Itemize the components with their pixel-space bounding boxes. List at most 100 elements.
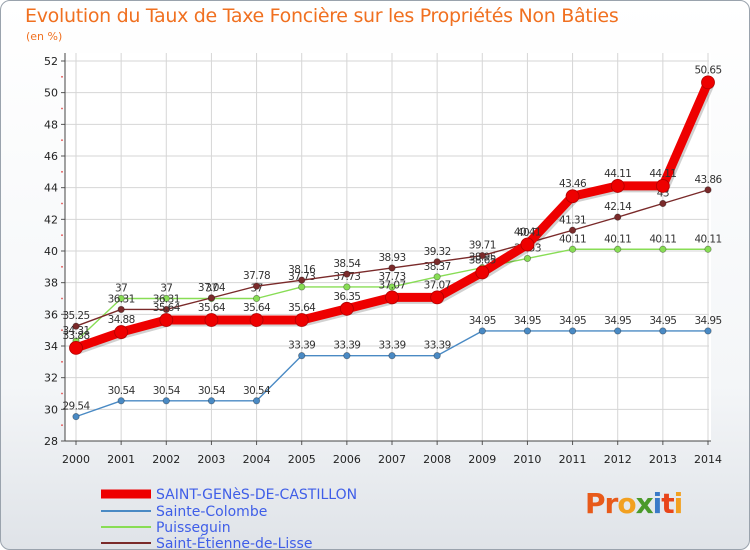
- data-label: 33.39: [288, 340, 315, 352]
- x-tick-label: 2014: [694, 453, 722, 466]
- data-label: 36.31: [153, 293, 180, 305]
- data-point: [294, 313, 309, 327]
- data-point: [117, 294, 125, 303]
- data-point: [655, 179, 670, 193]
- legend-label: Puisseguin: [156, 520, 231, 536]
- data-label: 44.11: [649, 168, 676, 180]
- data-label: 36.35: [333, 291, 360, 303]
- x-tick-label: 2007: [378, 453, 406, 466]
- data-label: 40.11: [649, 233, 676, 245]
- y-tick-label: 42: [44, 213, 58, 226]
- data-label: 37.07: [378, 279, 405, 291]
- y-tick-label: 38: [44, 277, 58, 290]
- data-label: 34.95: [469, 315, 496, 327]
- data-point: [162, 305, 170, 314]
- data-point: [252, 294, 261, 303]
- data-point: [117, 305, 125, 314]
- logo-letter: o: [617, 487, 636, 520]
- y-tick-label: 28: [44, 435, 58, 448]
- data-point: [207, 397, 216, 405]
- y-minor-tick: [61, 424, 63, 427]
- data-point: [343, 270, 351, 278]
- legend-label: SAINT-GENèS-DE-CASTILLON: [156, 487, 357, 503]
- y-tick-label: 52: [44, 55, 58, 68]
- data-point: [659, 327, 667, 335]
- data-label: 38.16: [288, 264, 316, 276]
- y-minor-tick: [61, 392, 63, 395]
- y-tick-label: 34: [44, 340, 58, 353]
- data-label: 33.39: [378, 340, 405, 352]
- data-point: [388, 264, 396, 272]
- data-point: [204, 313, 219, 327]
- data-label: 34.95: [649, 315, 676, 327]
- data-label: 34.31: [62, 325, 89, 337]
- proxiti-logo: Proxiti: [585, 487, 683, 520]
- data-label: 40.11: [604, 233, 631, 245]
- data-point: [523, 327, 532, 335]
- x-tick-label: 2001: [107, 453, 135, 466]
- data-point: [252, 397, 261, 405]
- y-tick-label: 50: [44, 87, 58, 100]
- data-label: 37: [115, 283, 127, 295]
- legend-label: Sainte-Colombe: [156, 504, 267, 520]
- data-point: [298, 352, 306, 360]
- data-label: 40.11: [694, 233, 721, 245]
- data-point: [343, 283, 351, 291]
- plot-area: [65, 53, 711, 441]
- data-point: [568, 245, 577, 253]
- data-label: 35.64: [243, 302, 271, 314]
- x-tick-label: 2005: [288, 453, 316, 466]
- y-tick-label: 36: [44, 308, 58, 321]
- data-label: 43.86: [694, 174, 722, 186]
- data-point: [704, 327, 712, 335]
- y-minor-tick: [61, 329, 63, 332]
- data-point: [614, 213, 622, 221]
- data-point: [475, 265, 490, 280]
- data-point: [659, 199, 667, 208]
- y-minor-tick: [61, 107, 63, 110]
- data-point: [69, 340, 83, 355]
- data-label: 33.39: [333, 340, 360, 352]
- y-minor-tick: [61, 297, 63, 300]
- data-label: 41.31: [559, 214, 586, 226]
- data-label: 39.71: [469, 240, 496, 252]
- data-point: [565, 189, 580, 204]
- data-point: [72, 413, 80, 421]
- y-tick-label: 30: [44, 403, 58, 416]
- data-label: 37.04: [198, 282, 226, 294]
- data-label: 36.31: [108, 293, 135, 305]
- y-tick-label: 44: [44, 182, 58, 195]
- x-tick-label: 2004: [243, 453, 271, 466]
- logo-letter: x: [635, 487, 654, 520]
- data-point: [704, 245, 712, 253]
- y-minor-tick: [61, 139, 63, 142]
- data-point: [520, 237, 535, 252]
- x-tick-label: 2011: [559, 453, 587, 466]
- data-label: 33.39: [424, 340, 451, 352]
- data-label: 34.95: [559, 315, 586, 327]
- data-point: [433, 352, 441, 360]
- data-point: [249, 313, 264, 327]
- data-label: 43.46: [559, 178, 587, 190]
- data-point: [252, 282, 261, 290]
- x-tick-label: 2010: [513, 453, 541, 466]
- y-tick-label: 46: [44, 150, 58, 163]
- data-label: 37.78: [243, 270, 270, 282]
- data-point: [701, 75, 715, 90]
- x-tick-label: 2009: [468, 453, 496, 466]
- y-minor-tick: [61, 170, 63, 173]
- data-label: 39.32: [424, 246, 451, 258]
- data-label: 34.95: [604, 315, 631, 327]
- data-point: [72, 322, 80, 330]
- data-point: [385, 290, 399, 305]
- x-tick-label: 2002: [152, 453, 180, 466]
- data-label: 33.88: [62, 330, 89, 342]
- data-label: 40.41: [514, 227, 541, 239]
- data-label: 38.93: [378, 252, 405, 264]
- data-label: 50.65: [694, 64, 721, 76]
- data-point: [114, 325, 129, 339]
- data-label: 38.54: [333, 258, 361, 270]
- y-minor-tick: [61, 75, 63, 78]
- data-point: [343, 352, 351, 360]
